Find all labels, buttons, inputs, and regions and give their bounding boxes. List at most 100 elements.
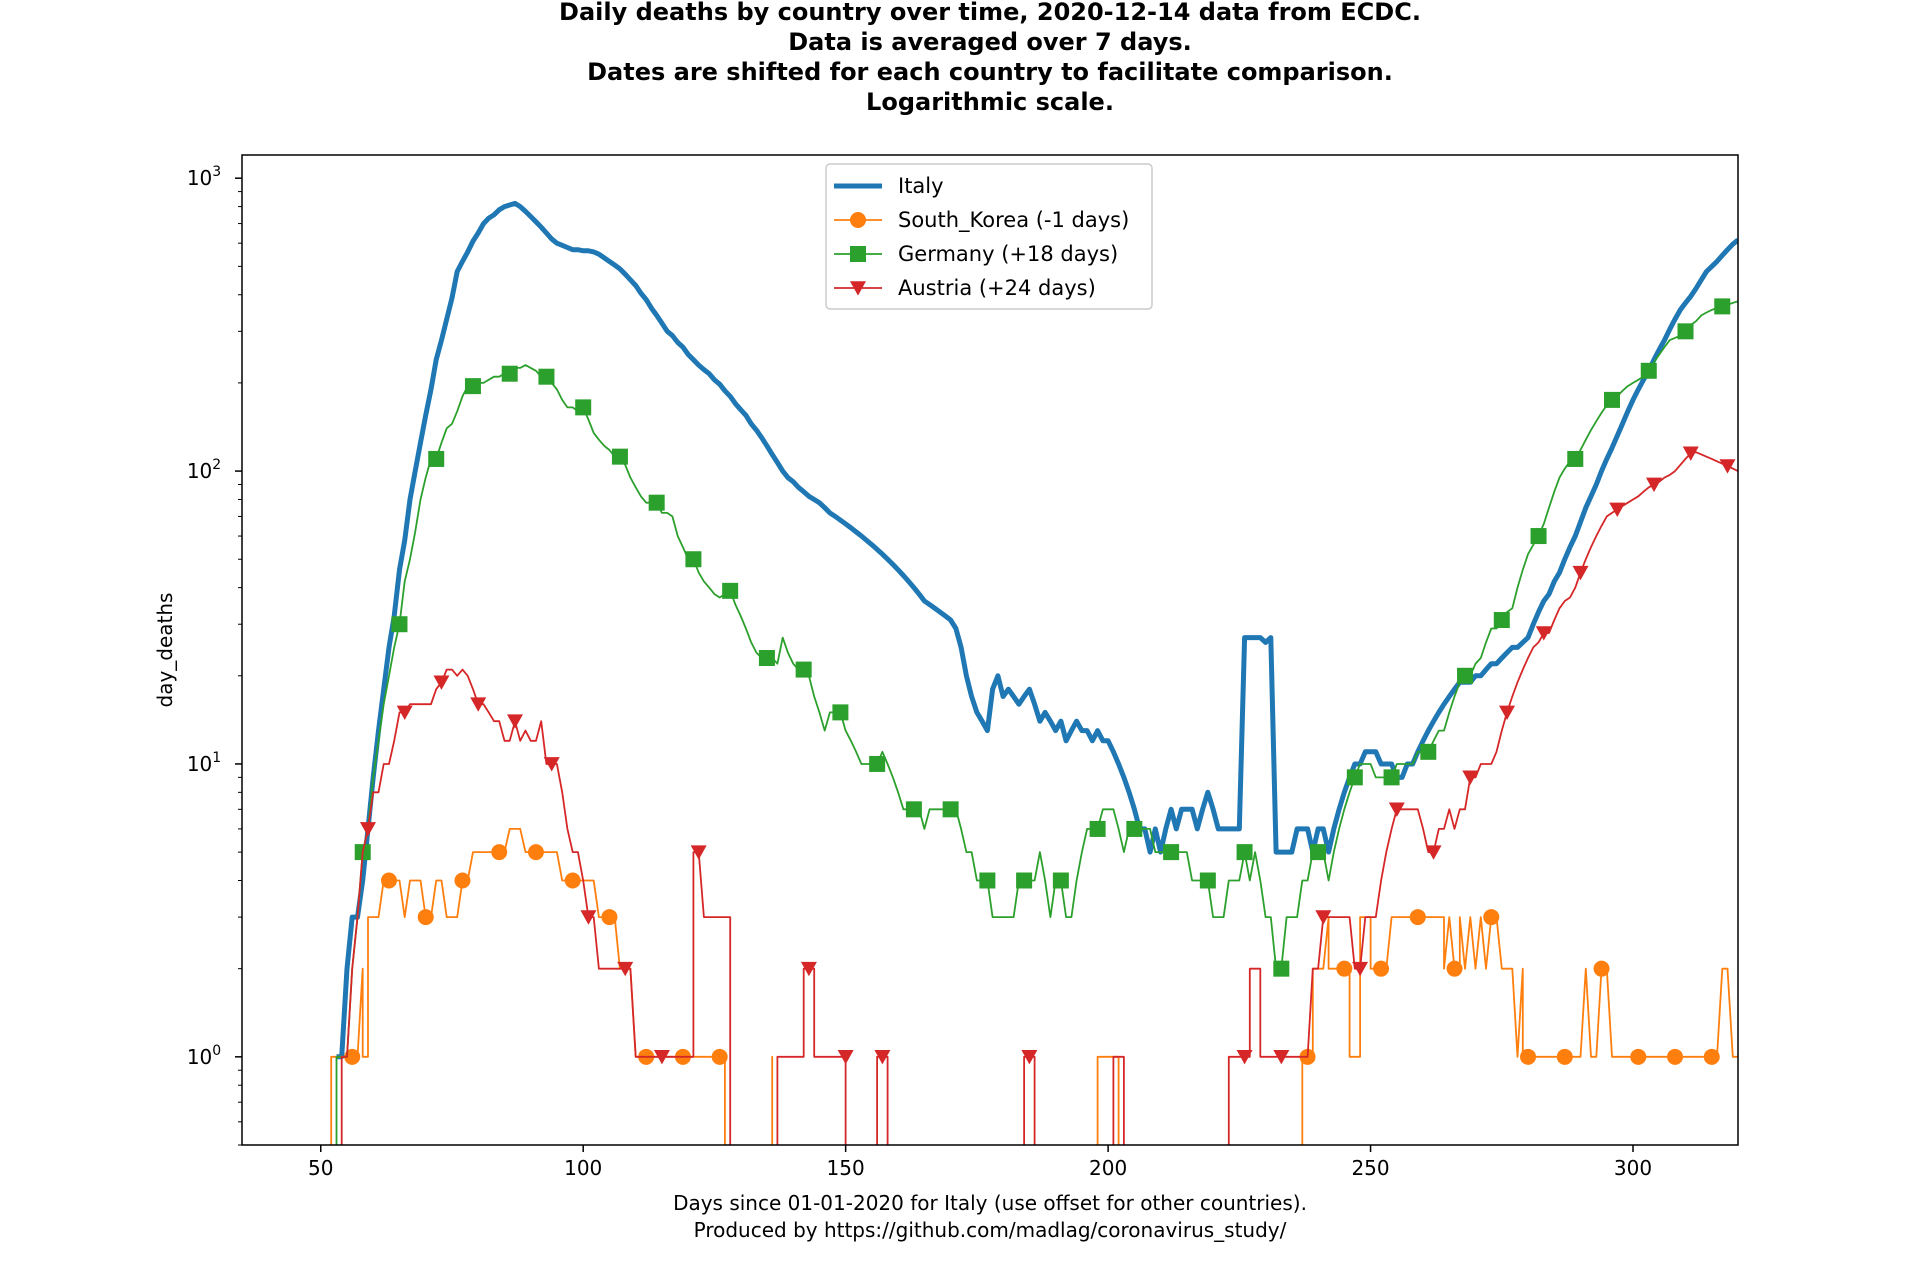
data-point xyxy=(979,872,996,889)
data-point xyxy=(942,801,959,818)
data-point xyxy=(1352,961,1369,977)
data-point xyxy=(1646,477,1663,493)
data-point xyxy=(1640,362,1657,379)
data-point xyxy=(396,705,413,720)
title-line-2: Data is averaged over 7 days. xyxy=(788,28,1192,56)
data-point xyxy=(564,872,581,889)
data-point xyxy=(617,961,634,977)
data-point xyxy=(758,650,775,667)
legend-entry: South_Korea (-1 days) xyxy=(834,208,1129,233)
data-point xyxy=(391,616,408,633)
data-point xyxy=(1021,1050,1038,1065)
data-point xyxy=(1425,845,1442,860)
data-point xyxy=(1630,1048,1647,1065)
data-point xyxy=(1052,872,1069,889)
legend-label: Germany (+18 days) xyxy=(898,242,1118,266)
data-point xyxy=(1273,1050,1290,1065)
data-point xyxy=(417,909,434,926)
chart-title: Daily deaths by country over time, 2020-… xyxy=(559,0,1421,116)
data-point xyxy=(1315,910,1332,925)
legend: Italy South_Korea (-1 days) Germany (+18 d… xyxy=(825,163,1153,310)
series-4 xyxy=(340,446,1738,1145)
plot-frame xyxy=(241,154,1739,1146)
data-point xyxy=(1236,844,1253,861)
x-axis-label-line-1: Days since 01-01-2020 for Italy (use off… xyxy=(673,1191,1307,1215)
data-point xyxy=(601,909,618,926)
data-point xyxy=(1457,667,1474,684)
title-line-1: Daily deaths by country over time, 2020-… xyxy=(559,0,1421,26)
data-point xyxy=(1572,565,1589,581)
series-1 xyxy=(336,200,1738,1060)
data-point xyxy=(1388,802,1405,817)
x-tick-label: 200 xyxy=(1089,1156,1127,1180)
legend-label: South_Korea (-1 days) xyxy=(898,208,1129,233)
y-tick-exponent: 2 xyxy=(212,457,221,473)
data-point xyxy=(1556,1048,1573,1065)
data-point xyxy=(1682,446,1699,461)
data-point xyxy=(543,757,560,772)
legend-entry: Austria (+24 days) xyxy=(834,276,1096,300)
data-point xyxy=(685,551,702,568)
data-point xyxy=(1373,960,1390,977)
data-point xyxy=(1016,872,1033,889)
title-line-4: Logarithmic scale. xyxy=(866,88,1114,116)
data-point xyxy=(1346,769,1363,786)
y-tick-exponent: 0 xyxy=(212,1043,221,1059)
data-point xyxy=(491,844,508,861)
series-2 xyxy=(330,828,1738,1145)
legend-marker xyxy=(850,246,866,262)
legend-label: Austria (+24 days) xyxy=(898,276,1096,300)
x-tick-label: 100 xyxy=(564,1156,602,1180)
x-tick-label: 300 xyxy=(1614,1156,1652,1180)
data-point xyxy=(874,1050,891,1065)
legend-label: Italy xyxy=(898,174,944,198)
legend-entry: Germany (+18 days) xyxy=(834,242,1118,266)
data-point xyxy=(1126,820,1143,837)
legend-entry: Italy xyxy=(834,174,944,198)
data-point xyxy=(653,1050,670,1065)
data-point xyxy=(1714,298,1731,315)
data-point xyxy=(1336,960,1353,977)
data-point xyxy=(1462,770,1479,785)
data-point xyxy=(1383,769,1400,786)
x-tick-label: 50 xyxy=(308,1156,333,1180)
title-line-3: Dates are shifted for each country to fa… xyxy=(587,58,1393,86)
data-point xyxy=(580,910,597,925)
y-axis-label: day_deaths xyxy=(153,593,177,708)
legend-marker xyxy=(850,281,866,296)
data-point xyxy=(1719,459,1736,474)
data-point xyxy=(1420,743,1437,760)
data-point xyxy=(905,801,922,818)
data-point xyxy=(1567,450,1584,467)
x-tick-label: 150 xyxy=(827,1156,865,1180)
data-point xyxy=(648,494,665,511)
data-point xyxy=(1273,960,1290,977)
data-point xyxy=(1677,323,1694,340)
series-line xyxy=(336,200,1738,1060)
data-point xyxy=(1483,909,1500,926)
data-point xyxy=(1409,909,1426,926)
data-point xyxy=(690,845,707,860)
data-point xyxy=(1199,872,1216,889)
data-point xyxy=(506,714,523,729)
data-point xyxy=(1493,612,1510,629)
data-point xyxy=(433,675,450,690)
data-point xyxy=(575,399,592,416)
data-point xyxy=(1703,1048,1720,1065)
series-line xyxy=(340,451,1738,1145)
data-point xyxy=(711,1048,728,1065)
data-point xyxy=(538,368,555,385)
series-3 xyxy=(335,298,1738,1145)
data-point xyxy=(1236,1050,1253,1065)
data-point xyxy=(470,697,487,712)
data-point xyxy=(1593,960,1610,977)
data-point xyxy=(832,704,849,721)
data-point xyxy=(795,661,812,678)
data-point xyxy=(454,872,471,889)
y-tick-exponent: 3 xyxy=(212,164,221,180)
x-axis: 50 100 150 200 250 300 xyxy=(308,1145,1652,1180)
data-point xyxy=(611,448,628,465)
data-point xyxy=(527,844,544,861)
data-point xyxy=(800,961,817,977)
